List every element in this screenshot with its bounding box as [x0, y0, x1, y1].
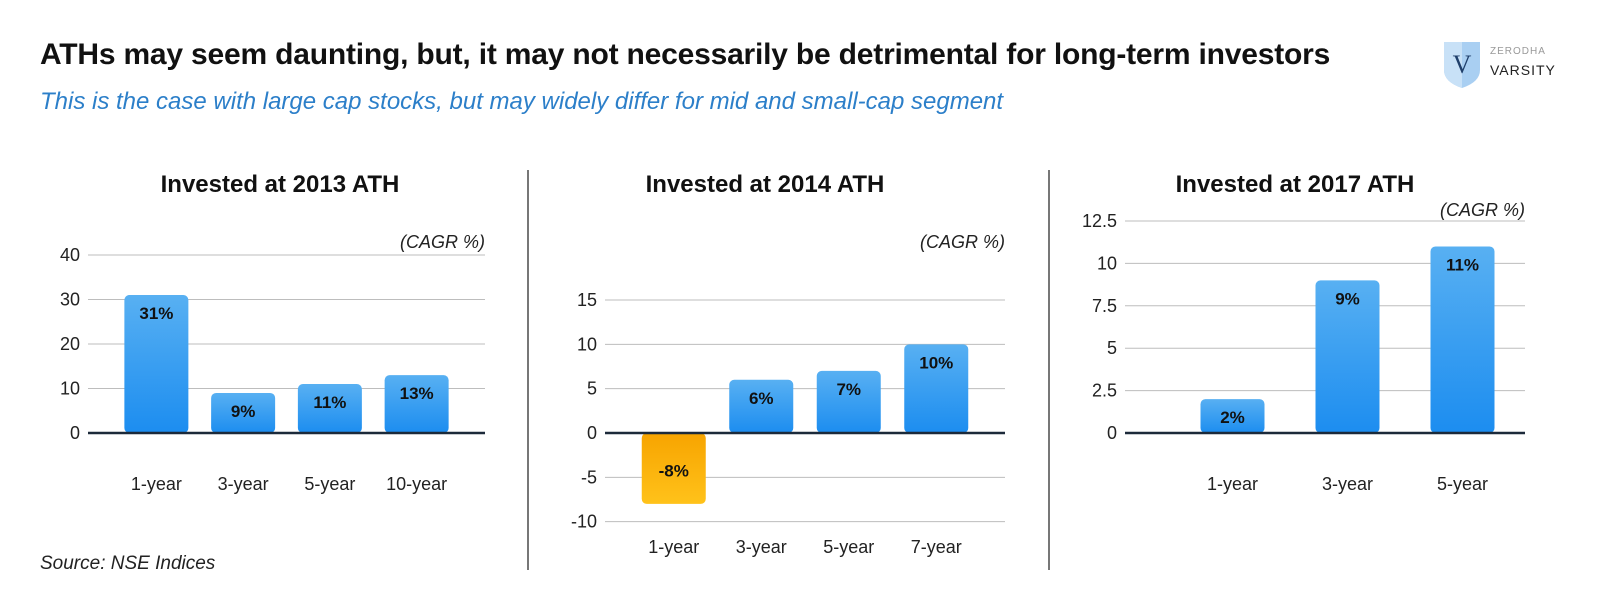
y-tick-label: -5 — [581, 467, 597, 487]
x-tick-label: 3-year — [736, 537, 787, 557]
logo-brand-top: ZERODHA — [1490, 46, 1546, 57]
y-tick-label: 10 — [1097, 253, 1117, 273]
panel-title: Invested at 2014 ATH — [646, 171, 885, 198]
data-label: 6% — [749, 389, 774, 408]
y-tick-label: 40 — [60, 245, 80, 265]
bar — [1200, 399, 1265, 433]
panel-divider — [1048, 170, 1050, 570]
y-tick-label: 5 — [1107, 338, 1117, 358]
y-tick-label: 0 — [1107, 423, 1117, 443]
x-tick-label: 1-year — [131, 474, 182, 494]
panel-2014: Invested at 2014 ATH (CAGR %) -10 -5 0 5 10 15 -… — [571, 171, 1005, 557]
x-tick-label: 5-year — [823, 537, 874, 557]
y-tick-label: 10 — [577, 334, 597, 354]
data-label: 9% — [231, 402, 256, 421]
data-label: 7% — [836, 380, 861, 399]
data-label: -8% — [659, 461, 689, 480]
y-tick-label: 20 — [60, 334, 80, 354]
bar — [124, 295, 189, 433]
y-tick-label: 0 — [587, 423, 597, 443]
y-tick-label: 2.5 — [1092, 381, 1117, 401]
y-tick-label: -10 — [571, 512, 597, 532]
chart-title: ATHs may seem daunting, but, it may not … — [40, 38, 1331, 71]
bar — [1430, 246, 1495, 433]
panel-2017: Invested at 2017 ATH (CAGR %) 0 2.5 5 7.5 10 12… — [1082, 171, 1525, 494]
shield-logo-icon: V — [1444, 42, 1480, 88]
panel-divider — [527, 170, 529, 570]
panel-title: Invested at 2013 ATH — [161, 171, 400, 198]
logo-brand-bottom: VARSITY — [1490, 62, 1556, 78]
bar — [816, 370, 881, 433]
data-label: 10% — [919, 353, 953, 372]
x-tick-label: 5-year — [304, 474, 355, 494]
panel-2013: Invested at 2013 ATH (CAGR %) 0 10 20 30 40 31%… — [60, 171, 485, 494]
bar — [297, 384, 362, 433]
source-note: Source: NSE Indices — [40, 553, 216, 574]
data-label: 9% — [1335, 289, 1360, 308]
bar — [1315, 280, 1380, 433]
x-tick-label: 7-year — [911, 537, 962, 557]
bar — [904, 344, 969, 433]
unit-label: (CAGR %) — [920, 232, 1005, 252]
bar — [729, 379, 794, 433]
unit-label: (CAGR %) — [400, 232, 485, 252]
bar — [641, 433, 706, 504]
y-tick-label: 15 — [577, 290, 597, 310]
x-tick-label: 5-year — [1437, 474, 1488, 494]
panel-title: Invested at 2017 ATH — [1176, 171, 1415, 198]
x-tick-label: 3-year — [1322, 474, 1373, 494]
chart-subtitle: This is the case with large cap stocks, … — [40, 88, 1004, 115]
data-label: 2% — [1220, 408, 1245, 427]
y-tick-label: 10 — [60, 379, 80, 399]
logo-mark: V — [1453, 50, 1472, 79]
varsity-logo: V ZERODHA VARSITY — [1440, 40, 1570, 90]
bar — [211, 392, 276, 433]
x-tick-label: 1-year — [1207, 474, 1258, 494]
y-tick-label: 7.5 — [1092, 296, 1117, 316]
y-tick-label: 0 — [70, 423, 80, 443]
data-label: 11% — [313, 393, 346, 412]
y-tick-label: 12.5 — [1082, 211, 1117, 231]
data-label: 11% — [1446, 255, 1479, 274]
y-tick-label: 5 — [587, 379, 597, 399]
data-label: 13% — [400, 384, 434, 403]
x-tick-label: 10-year — [386, 474, 447, 494]
bar — [384, 375, 449, 433]
x-tick-label: 1-year — [648, 537, 699, 557]
y-tick-label: 30 — [60, 290, 80, 310]
unit-label: (CAGR %) — [1440, 200, 1525, 220]
x-tick-label: 3-year — [218, 474, 269, 494]
data-label: 31% — [139, 304, 173, 323]
